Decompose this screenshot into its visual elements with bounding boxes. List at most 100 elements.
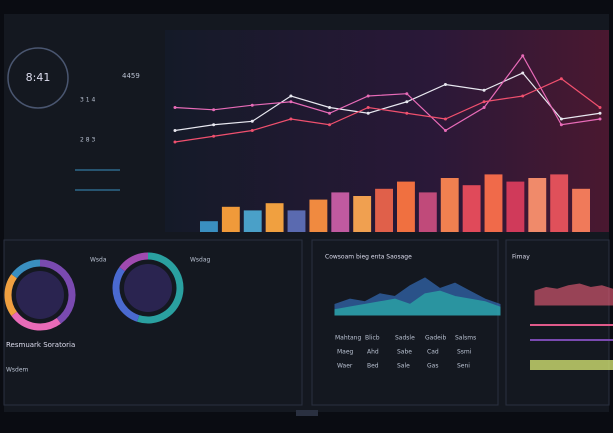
chart-title: Fimay [512,254,530,261]
point [366,111,370,115]
panel-title: Resmuark Soratoria [6,341,75,349]
point [598,111,602,115]
point [405,92,409,96]
point [250,119,254,123]
clock-ring [7,47,69,109]
point [521,54,525,58]
point [328,111,332,115]
bar [572,188,590,232]
donut-segment [4,274,18,316]
point [482,88,486,92]
bar [331,192,350,232]
table-header: Sadsle [395,335,415,342]
point [173,140,177,144]
point [366,94,370,98]
band [530,360,613,370]
point [366,106,370,109]
point [250,103,254,107]
bar [506,181,525,232]
point [289,94,293,98]
bar [353,196,372,232]
point [482,100,486,104]
table-cell: Seni [457,363,470,370]
line [174,72,601,132]
bar [484,174,503,232]
point [559,123,563,127]
point [289,117,293,121]
donut-hole [16,271,64,319]
bar [418,192,437,232]
point [598,117,602,121]
bar [397,181,415,232]
stat: 4459 [122,72,140,80]
point [173,129,177,132]
panel [311,239,499,406]
point [443,117,447,121]
point [405,111,409,115]
point [289,100,293,104]
table-header: Mahtang [335,335,361,342]
bar [550,174,569,232]
bar [287,210,306,232]
point [212,123,216,127]
point [443,129,447,132]
stat: 2 8 3 [80,137,95,144]
point [559,77,563,81]
point [598,106,602,109]
point [521,71,525,75]
point [521,94,525,98]
bar [221,206,240,232]
clock: 8:41 [26,71,51,84]
point [250,129,254,132]
donut-segment [119,252,149,272]
table-cell: Sale [397,363,410,370]
bar [462,185,481,232]
donut-label: Wsdag [190,257,211,264]
stand [296,410,318,416]
chart-title: Cowsoam bieg enta Saosage [325,254,412,261]
table-header: Gadeib [425,335,446,342]
point [212,134,216,138]
panel-subtitle: Wsdem [6,367,29,374]
area [334,290,501,316]
table-cell: Ahd [367,349,379,356]
donut-segment [11,311,61,331]
table-cell: Maeg [337,349,354,356]
point [173,106,177,109]
bar [243,210,262,232]
table-cell: Cad [427,349,439,356]
table-cell: Ssmi [457,349,472,356]
donut-segment [112,267,140,322]
area [534,283,613,306]
bar [528,178,547,232]
table-cell: Waer [337,363,353,370]
point [559,117,563,121]
point [405,100,409,104]
donut-segment [137,252,184,324]
line [174,54,601,132]
table-cell: Sabe [397,349,412,356]
line [174,78,601,143]
bar [200,221,218,232]
table-cell: Gas [427,363,438,370]
donut-segment [39,259,76,324]
point [328,123,332,127]
donut-label: Wsda [90,257,107,264]
bar [440,178,459,232]
panel [505,239,610,406]
stat: 3 1 4 [80,97,95,104]
panel [3,239,303,406]
point [443,83,447,86]
point [482,106,486,109]
point [212,108,216,112]
table-cell: Bed [367,363,379,370]
donut-segment [11,259,41,279]
donut-hole [124,264,172,312]
bar [265,203,284,232]
table-header: Blicb [365,335,380,342]
bar [309,199,328,232]
bar [375,188,393,232]
point [328,106,332,109]
table-header: Salsms [455,335,476,342]
